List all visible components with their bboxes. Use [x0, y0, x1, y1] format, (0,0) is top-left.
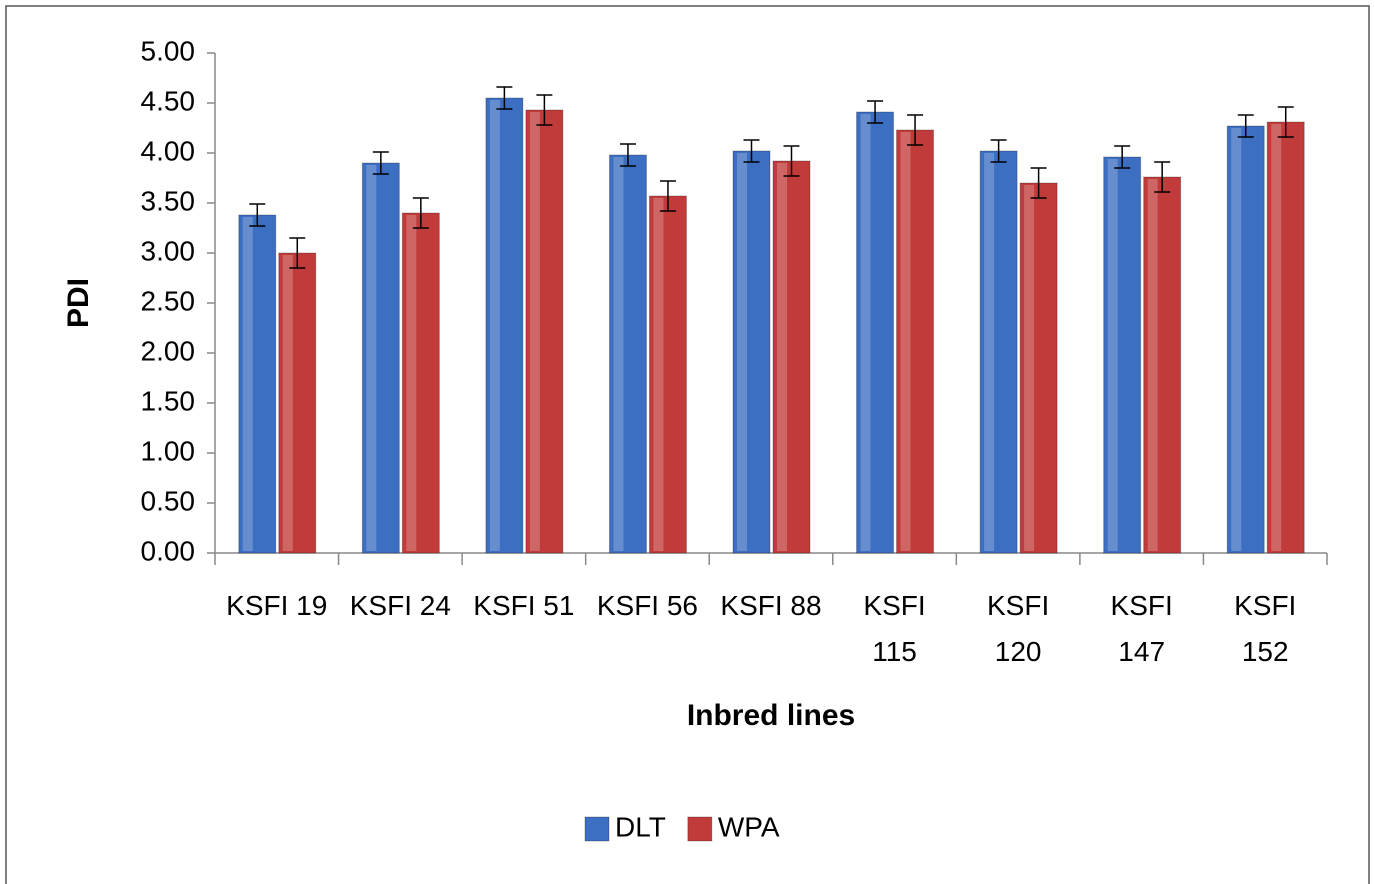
- bar-highlight: [613, 157, 624, 551]
- bar: [1103, 156, 1142, 554]
- error-bar: [659, 180, 676, 212]
- error-bar: [1277, 106, 1294, 138]
- bar-highlight: [1147, 179, 1158, 551]
- bar-highlight: [366, 165, 377, 551]
- bar: [732, 150, 771, 554]
- y-tick-label: 4.00: [141, 135, 196, 166]
- legend-swatch: [687, 816, 713, 842]
- error-bar: [1030, 167, 1047, 199]
- x-tick-label: KSFI 24: [349, 590, 451, 621]
- bar: [361, 162, 400, 554]
- legend-label: WPA: [718, 811, 780, 842]
- bar-highlight: [489, 100, 500, 551]
- error-bar: [1237, 114, 1254, 138]
- error-bar: [1114, 145, 1131, 169]
- bar-highlight: [406, 215, 417, 551]
- bar-highlight: [653, 198, 664, 551]
- bar: [525, 109, 564, 554]
- bar-highlight: [737, 153, 747, 551]
- x-tick-label: KSFI 88: [720, 590, 822, 621]
- bar: [1226, 125, 1265, 554]
- legend-label: DLT: [615, 811, 666, 842]
- x-axis-title: Inbred lines: [687, 699, 855, 732]
- error-bar: [619, 143, 636, 167]
- error-bar: [907, 114, 924, 146]
- error-bar: [990, 139, 1007, 163]
- error-bar: [867, 100, 884, 124]
- y-tick-label: 2.50: [141, 285, 196, 316]
- y-tick-label: 5.00: [141, 35, 196, 66]
- bar: [1266, 121, 1305, 554]
- error-bar: [743, 139, 760, 163]
- x-tick-label: KSFI 152: [1234, 590, 1297, 667]
- bar: [648, 195, 687, 554]
- bar: [856, 111, 895, 554]
- y-tick-label: 2.00: [141, 335, 196, 366]
- bar: [979, 150, 1018, 554]
- bar: [401, 212, 440, 554]
- error-bar: [289, 237, 306, 269]
- bar: [772, 160, 811, 554]
- y-tick-label: 0.00: [141, 535, 196, 566]
- y-axis-title: PDI: [62, 278, 95, 328]
- bar-highlight: [1107, 159, 1118, 551]
- bar: [896, 129, 935, 554]
- y-tick-label: 1.50: [141, 385, 196, 416]
- bar-highlight: [242, 217, 253, 551]
- y-tick-label: 3.00: [141, 235, 196, 266]
- y-tick-label: 4.50: [141, 85, 196, 116]
- bar-highlight: [777, 163, 787, 551]
- legend-swatch: [584, 816, 610, 842]
- bar: [608, 154, 647, 554]
- bar: [278, 252, 317, 554]
- y-tick-label: 0.50: [141, 485, 196, 516]
- bar-highlight: [1231, 128, 1242, 551]
- error-bar: [536, 94, 553, 126]
- error-bar: [496, 86, 513, 110]
- chart-frame: [5, 5, 1370, 884]
- x-tick-label: KSFI 147: [1110, 590, 1173, 667]
- x-tick-label: KSFI 115: [863, 590, 926, 667]
- bar-highlight: [900, 132, 911, 551]
- bar-highlight: [984, 153, 995, 551]
- bar-highlight: [529, 112, 540, 551]
- y-tick-label: 3.50: [141, 185, 196, 216]
- bar: [238, 214, 277, 554]
- bar-highlight: [1024, 185, 1035, 551]
- x-tick-label: KSFI 120: [986, 590, 1050, 667]
- error-bar: [412, 197, 429, 229]
- x-tick-label: KSFI 19: [226, 590, 328, 621]
- error-bar: [372, 151, 389, 175]
- error-bar: [1154, 161, 1171, 193]
- x-tick-label: KSFI 51: [473, 590, 575, 621]
- bar: [1019, 182, 1058, 554]
- bar-highlight: [1271, 124, 1282, 551]
- error-bar: [783, 145, 800, 177]
- error-bar: [249, 203, 266, 227]
- x-tick-label: KSFI 56: [596, 590, 699, 621]
- y-tick-label: 1.00: [141, 435, 196, 466]
- bar-highlight: [282, 255, 293, 551]
- bar-highlight: [860, 114, 871, 551]
